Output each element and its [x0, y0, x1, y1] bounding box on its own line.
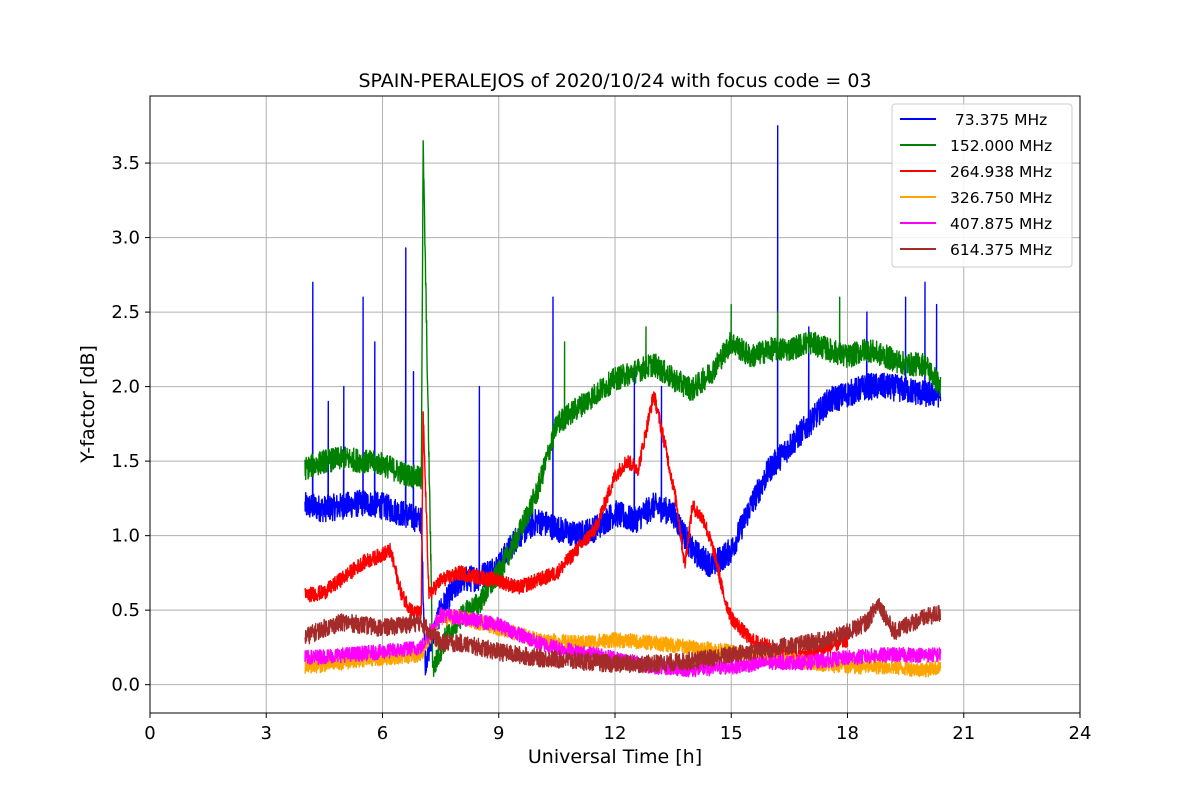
- x-tick-label: 24: [1069, 723, 1092, 744]
- legend-label: 326.750 MHz: [950, 189, 1052, 207]
- y-tick-label: 0.5: [111, 600, 140, 621]
- x-tick-label: 18: [836, 723, 859, 744]
- y-tick-label: 2.5: [111, 302, 140, 323]
- legend-label: 152.000 MHz: [950, 137, 1052, 155]
- x-tick-label: 9: [493, 723, 504, 744]
- legend-label: 614.375 MHz: [950, 241, 1052, 259]
- legend: 73.375 MHz 152.000 MHz 264.938 MHz 326.750 …: [891, 103, 1073, 268]
- y-tick-label: 3.0: [111, 228, 140, 249]
- x-axis-label: Universal Time [h]: [528, 746, 702, 768]
- y-tick-label: 2.0: [111, 377, 140, 398]
- legend-label: 407.875 MHz: [950, 215, 1052, 233]
- legend-box: [891, 103, 1073, 268]
- series-line: [304, 140, 942, 677]
- x-tick-label: 15: [720, 723, 743, 744]
- y-tick-label: 0.0: [111, 675, 140, 696]
- x-tick-label: 0: [144, 723, 155, 744]
- x-tick-label: 6: [377, 723, 388, 744]
- x-tick-label: 12: [604, 723, 627, 744]
- y-tick-label: 1.0: [111, 526, 140, 547]
- x-tick-label: 21: [952, 723, 975, 744]
- legend-label: 73.375 MHz: [950, 111, 1047, 129]
- plot-area: [304, 125, 942, 678]
- y-axis-label: Y-factor [dB]: [77, 345, 99, 464]
- legend-label: 264.938 MHz: [950, 163, 1052, 181]
- y-tick-label: 3.5: [111, 153, 140, 174]
- x-tick-label: 3: [261, 723, 272, 744]
- y-tick-label: 1.5: [111, 451, 140, 472]
- ticks: 0 3 6 9 12 15 18 21 24 0.0 0.5 1.0 1.5 2.0 2.5 3.0 3.5: [111, 153, 1091, 744]
- series-line: [304, 125, 942, 676]
- series-line: [304, 597, 942, 674]
- chart-title: SPAIN-PERALEJOS of 2020/10/24 with focus…: [358, 70, 871, 92]
- series-line: [304, 391, 849, 666]
